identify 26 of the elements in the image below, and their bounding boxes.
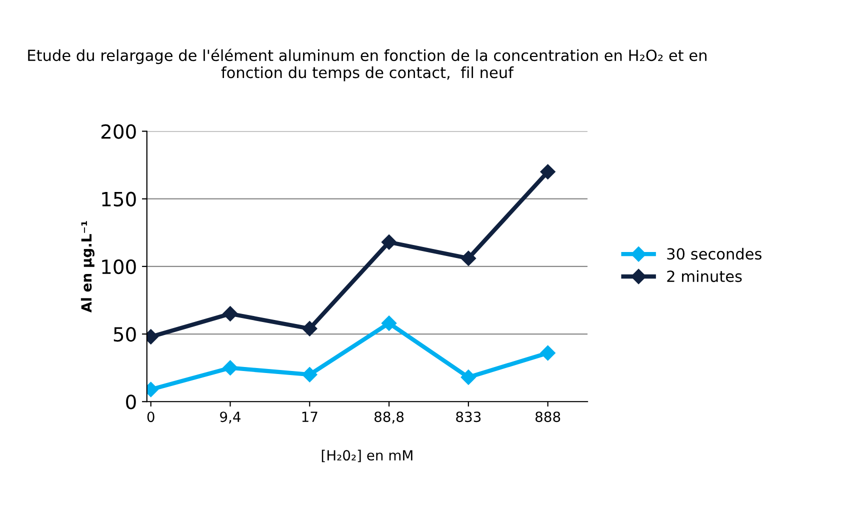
point bbox=[381, 316, 397, 331]
point bbox=[381, 234, 397, 250]
x-tick-label: 88,8 bbox=[374, 412, 404, 424]
point bbox=[540, 164, 556, 180]
y-tick-label: 50 bbox=[114, 326, 136, 342]
y-tick-label: 0 bbox=[126, 394, 136, 410]
x-axis-title: [H₂0₂] en mM bbox=[322, 450, 412, 462]
legend-label: 30 secondes bbox=[667, 248, 762, 260]
x-tick-label: 0 bbox=[147, 412, 154, 422]
point bbox=[540, 345, 556, 361]
x-tick-label: 9,4 bbox=[220, 412, 241, 424]
legend-label: 2 minutes bbox=[667, 270, 742, 282]
point bbox=[302, 321, 318, 336]
point bbox=[222, 360, 238, 376]
y-tick-label: 200 bbox=[101, 124, 136, 139]
point bbox=[222, 306, 238, 322]
x-tick-label: 17 bbox=[302, 412, 318, 422]
point bbox=[302, 367, 318, 382]
y-tick-label: 150 bbox=[102, 192, 136, 207]
y-tick-label: 100 bbox=[102, 259, 136, 274]
y-axis-title: Al en µg.L⁻¹ bbox=[80, 221, 94, 312]
point bbox=[460, 250, 476, 266]
point bbox=[460, 370, 476, 385]
x-tick-label: 833 bbox=[456, 412, 481, 422]
chart-title: Etude du relargage de l'élément aluminum en fonction de la concentration en H₂O₂ et en fonction du temps de contact, fil neuf bbox=[28, 48, 706, 82]
x-tick-label: 888 bbox=[536, 412, 560, 422]
